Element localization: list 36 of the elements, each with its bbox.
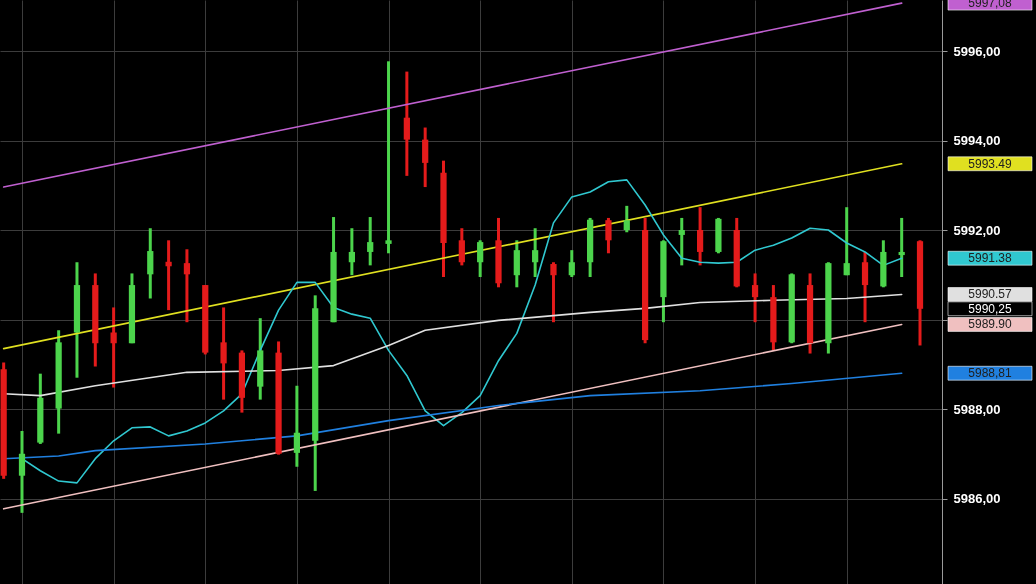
- candlestick: [550, 262, 557, 324]
- y-tick-label: 5996,00: [953, 43, 1001, 59]
- candlestick: [623, 204, 630, 233]
- text: 5993.49: [968, 156, 1013, 171]
- y-tick-label: 5986,00: [953, 491, 1001, 507]
- text: 5988,81: [968, 366, 1013, 381]
- candlestick: [147, 228, 154, 299]
- candlestick: [898, 216, 905, 278]
- text: 5989.90: [968, 317, 1013, 332]
- candlestick: [165, 240, 172, 312]
- candlestick: [605, 216, 612, 254]
- candlestick: [532, 228, 539, 278]
- candlestick: [843, 207, 850, 277]
- candlestick: [367, 217, 374, 266]
- text: 5991.38: [968, 251, 1013, 266]
- candlestick: [861, 251, 869, 324]
- y-tick-label: 5994,00: [953, 133, 1001, 149]
- candlestick: [293, 385, 301, 467]
- candlestick: [568, 250, 575, 278]
- y-tick-label: 5988,00: [953, 401, 1001, 417]
- candlestick: [403, 71, 410, 176]
- candlestick: [477, 240, 484, 278]
- candlestick: [696, 207, 704, 266]
- candlestick: [458, 228, 465, 266]
- candlestick: [18, 429, 26, 513]
- candlestick: [751, 273, 759, 324]
- candlestick: [110, 307, 117, 388]
- candlestick: [422, 127, 429, 189]
- candlestick: [183, 249, 191, 324]
- candlestick: [348, 228, 355, 277]
- candlestick: [678, 216, 685, 266]
- text: 5990.57: [968, 287, 1013, 302]
- candlestick: [220, 307, 227, 400]
- candlestick: [385, 61, 392, 254]
- y-tick-label: 5992,00: [953, 222, 1001, 238]
- text: 5990,25: [968, 301, 1013, 316]
